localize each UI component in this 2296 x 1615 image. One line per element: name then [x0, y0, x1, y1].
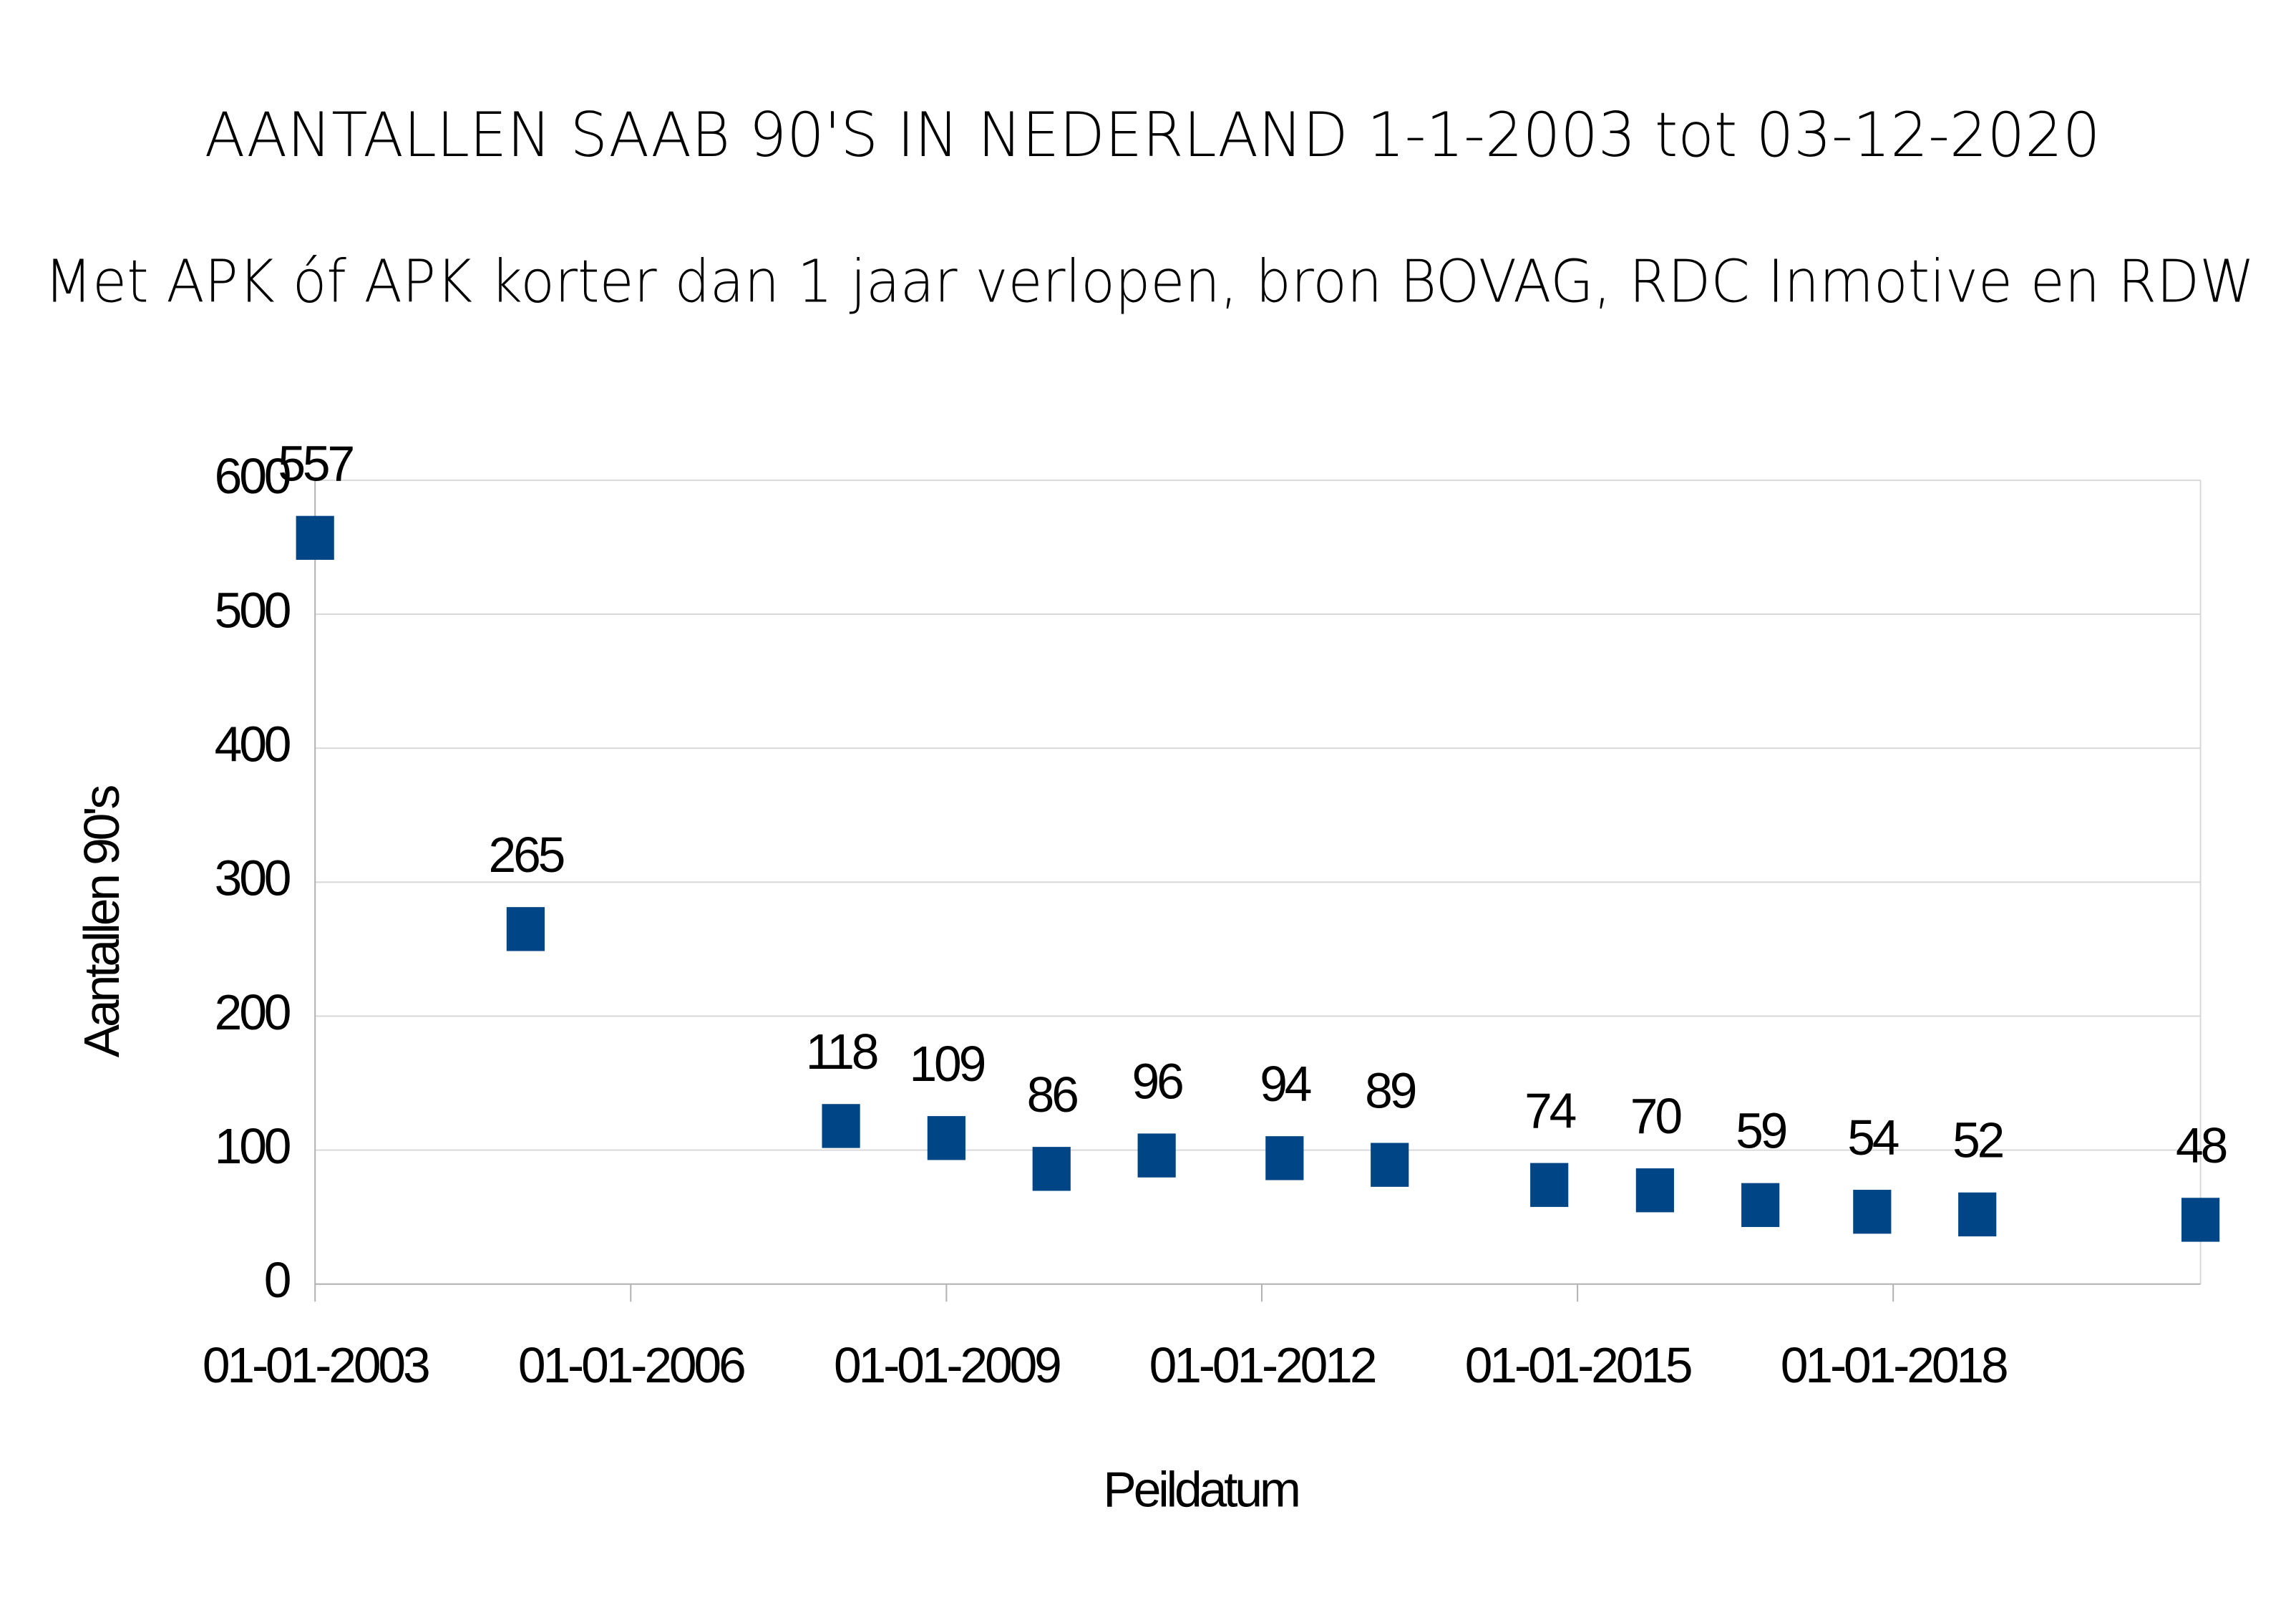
data-point — [822, 1104, 860, 1148]
x-axis-label: Peildatum — [1103, 1462, 1298, 1518]
data-point — [1371, 1143, 1409, 1187]
data-point — [2181, 1198, 2220, 1242]
chart-subtitle: Met APK óf APK korter dan 1 jaar verlope… — [44, 248, 2254, 316]
data-label: 89 — [1365, 1062, 1416, 1118]
x-tick-label: 01-01-2009 — [834, 1337, 1060, 1393]
data-point — [1137, 1133, 1176, 1178]
y-axis-label: Aantallen 90's — [74, 786, 130, 1058]
y-tick-label: 300 — [215, 850, 290, 906]
data-label: 70 — [1630, 1088, 1681, 1144]
y-tick-label: 200 — [215, 984, 290, 1040]
y-tick-label: 100 — [215, 1118, 290, 1174]
data-point — [927, 1116, 965, 1160]
data-label: 118 — [806, 1024, 877, 1080]
data-point — [296, 515, 334, 561]
data-label: 59 — [1736, 1103, 1786, 1159]
data-point — [506, 907, 545, 951]
data-label: 109 — [909, 1036, 984, 1092]
x-tick-label: 01-01-2015 — [1465, 1337, 1691, 1393]
data-point — [1530, 1163, 1569, 1207]
y-tick-label: 400 — [215, 717, 290, 772]
data-label: 86 — [1027, 1067, 1078, 1122]
data-label: 74 — [1524, 1082, 1576, 1138]
data-label: 94 — [1260, 1056, 1311, 1112]
data-point — [1265, 1136, 1304, 1180]
data-point — [1741, 1183, 1780, 1228]
data-label: 96 — [1132, 1053, 1183, 1109]
x-tick-label: 01-01-2003 — [203, 1337, 429, 1393]
y-tick-label: 500 — [215, 582, 290, 638]
data-label: 52 — [1952, 1112, 2003, 1168]
data-point — [1853, 1190, 1892, 1234]
data-point — [1958, 1192, 1997, 1237]
data-label: 265 — [489, 827, 564, 883]
y-tick-label: 0 — [264, 1252, 290, 1308]
data-label: 54 — [1847, 1110, 1899, 1165]
data-point — [1032, 1147, 1071, 1191]
x-tick-label: 01-01-2018 — [1781, 1337, 2007, 1393]
data-label: 557 — [278, 436, 353, 492]
data-point — [1635, 1168, 1674, 1213]
y-tick-label: 600 — [215, 448, 290, 504]
chart-title: AANTALLEN SAAB 90'S IN NEDERLAND 1-1-200… — [205, 100, 2101, 171]
x-tick-label: 01-01-2012 — [1149, 1337, 1376, 1393]
data-label: 48 — [2176, 1117, 2227, 1173]
x-tick-label: 01-01-2006 — [518, 1337, 744, 1393]
